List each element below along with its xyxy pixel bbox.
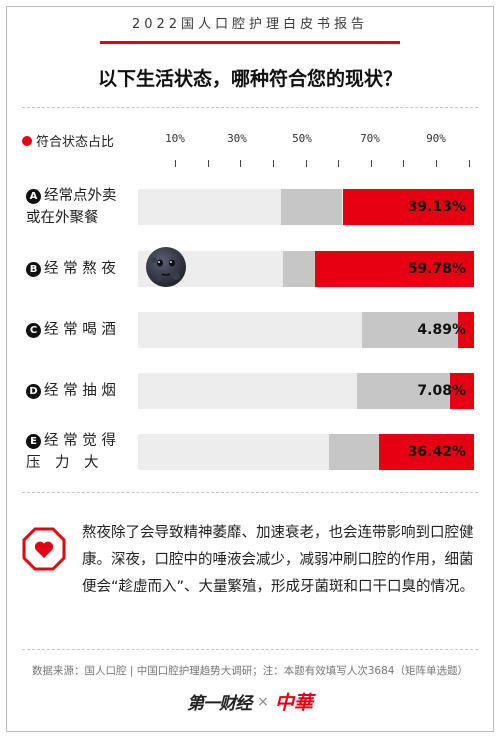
axis-tick [306,160,307,167]
bar-remainder [281,189,342,225]
row-label-line: 压 力 大 [26,452,116,474]
row-label-text: 经常点外卖 [44,188,117,204]
tick-label: 90% [426,132,446,145]
tick-label: 50% [292,132,312,145]
report-title: 2022国人口腔护理白皮书报告 [131,17,369,32]
row-label-text: 经 常 熬 夜 [44,261,116,277]
publisher-logos: 第一财经 × 中華 [0,688,500,715]
axis-tick [436,160,437,167]
data-source: 数据来源：国人口腔 | 中国口腔护理趋势大调研；注：本题有效填写人次3684（矩… [32,665,468,677]
bar-value [379,434,474,470]
chart-legend: 符合状态占比 [22,131,114,150]
bar-track: 7.08% [138,373,474,409]
legend-dot-icon [22,135,32,146]
bar-track: 36.42% [138,434,474,470]
divider-middle [22,492,478,493]
logo-yicai: 第一财经 [187,694,252,714]
bar-value-label: 59.78% [407,261,466,277]
logo-separator: × [257,693,269,710]
row-label-line: A 经常点外卖 [26,185,117,207]
bar-value-label: 36.42% [407,444,466,460]
axis-tick [208,160,209,167]
bar-remainder [329,434,379,470]
logo-zhonghua: 中華 [274,692,313,714]
bar-remainder [283,251,315,287]
axis-tick [469,160,470,167]
bar-track: 59.78% [138,251,474,287]
tick-label: 30% [227,132,247,145]
row-label-text: 经 常 觉 得 [44,433,116,449]
bar-value [315,251,474,287]
card-frame [6,6,494,732]
new-moon-face-icon [146,247,186,287]
tick-label: 70% [360,132,380,145]
row-label-line: 或在外聚餐 [26,207,117,229]
row-label-text: 或在外聚餐 [26,210,99,226]
tick-label: 10% [165,132,185,145]
option-badge: B [26,262,41,277]
axis-tick [273,160,274,167]
bar-value [450,373,474,409]
option-badge: E [26,434,41,449]
option-badge: D [26,384,41,399]
bar-value-label: 7.08% [417,383,466,399]
row-label: A 经常点外卖或在外聚餐 [26,185,117,229]
bar-value [343,189,474,225]
axis-tick [175,160,176,167]
row-label-text: 经 常 喝 酒 [44,322,116,338]
axis-tick [240,160,241,167]
bar-value [458,312,474,348]
option-badge: C [26,323,41,338]
survey-question: 以下生活状态，哪种符合您的现状？ [97,68,402,90]
bar-value-label: 4.89% [417,322,466,338]
axis-tick [403,160,404,167]
bar-track: 39.13% [138,189,474,225]
legend-label: 符合状态占比 [36,135,115,150]
bar-track: 4.89% [138,312,474,348]
bar-remainder [362,312,458,348]
bar-value-label: 39.13% [407,199,466,215]
option-badge: A [26,189,41,204]
row-label-text: 压 力 大 [26,455,99,471]
divider-top [22,107,478,108]
divider-bottom [22,649,478,650]
bar-remainder [357,373,451,409]
heart-icon [22,527,66,571]
title-underline [100,41,400,44]
axis-tick [371,160,372,167]
note-text: 熬夜除了会导致精神萎靡、加速衰老，也会连带影响到口腔健康。深夜，口腔中的唾液会减… [82,525,475,595]
axis-tick [338,160,339,167]
row-label-text: 经 常 抽 烟 [44,383,116,399]
